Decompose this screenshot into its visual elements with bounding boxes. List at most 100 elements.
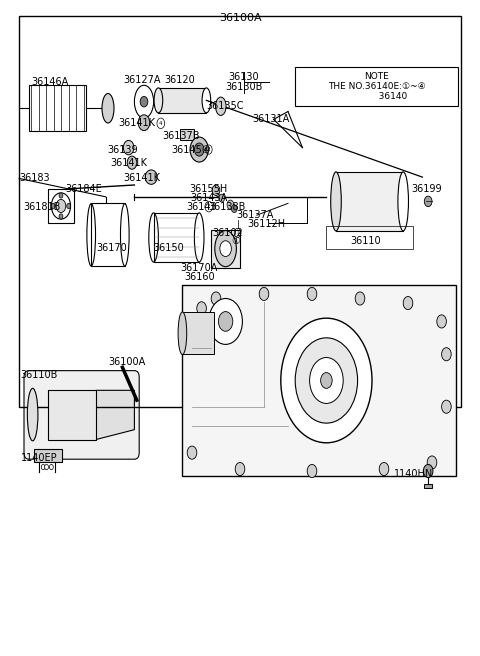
Ellipse shape — [215, 231, 236, 267]
Bar — [48, 390, 96, 440]
Ellipse shape — [194, 213, 204, 262]
Text: 1140EP: 1140EP — [21, 453, 58, 463]
Bar — [158, 88, 206, 113]
Text: 2: 2 — [207, 204, 211, 209]
Circle shape — [49, 464, 53, 470]
Text: 36137A: 36137A — [237, 210, 274, 220]
Circle shape — [41, 464, 45, 470]
Text: 36131A: 36131A — [252, 114, 290, 125]
Text: 36141K: 36141K — [123, 173, 160, 184]
Circle shape — [403, 297, 413, 310]
Circle shape — [442, 400, 451, 413]
Text: 36143A: 36143A — [190, 193, 228, 203]
Bar — [180, 129, 194, 140]
Circle shape — [127, 156, 137, 169]
Circle shape — [231, 205, 237, 213]
Ellipse shape — [216, 97, 226, 115]
Circle shape — [220, 241, 231, 256]
Text: 36141K: 36141K — [110, 157, 147, 168]
Text: ①: ① — [231, 236, 240, 247]
Text: 36170A: 36170A — [180, 262, 218, 273]
Text: 1: 1 — [236, 230, 240, 236]
Bar — [336, 172, 403, 231]
Bar — [29, 85, 86, 131]
Bar — [211, 230, 240, 268]
Circle shape — [219, 194, 225, 202]
Circle shape — [427, 456, 437, 469]
Text: NOTE
THE NO.36140E:①~④
           36140: NOTE THE NO.36140E:①~④ 36140 — [328, 72, 426, 102]
Circle shape — [227, 200, 234, 209]
Circle shape — [138, 115, 150, 131]
Text: 36181B: 36181B — [24, 201, 61, 212]
Text: 36110B: 36110B — [21, 370, 58, 380]
Bar — [424, 484, 432, 488]
Bar — [154, 213, 199, 262]
Bar — [34, 449, 62, 462]
Bar — [295, 67, 458, 106]
Circle shape — [209, 298, 242, 344]
Circle shape — [197, 302, 206, 315]
Circle shape — [187, 446, 197, 459]
Circle shape — [310, 358, 343, 403]
Circle shape — [51, 203, 55, 209]
Text: 36199: 36199 — [411, 184, 442, 194]
Text: 36183: 36183 — [19, 173, 50, 184]
Circle shape — [59, 214, 63, 219]
Text: 36160: 36160 — [184, 272, 215, 282]
Text: 36110: 36110 — [350, 236, 381, 247]
Bar — [326, 226, 413, 249]
Text: 36150: 36150 — [154, 243, 184, 253]
Circle shape — [442, 348, 451, 361]
Circle shape — [423, 464, 433, 478]
Text: 36146A: 36146A — [32, 77, 69, 87]
Text: 36130B: 36130B — [225, 81, 263, 92]
Ellipse shape — [27, 388, 38, 441]
FancyBboxPatch shape — [24, 371, 139, 459]
Text: 4: 4 — [159, 121, 163, 126]
Circle shape — [59, 193, 63, 198]
Text: 36127A: 36127A — [123, 75, 160, 85]
Text: 36120: 36120 — [165, 75, 195, 85]
Circle shape — [424, 196, 432, 207]
Text: 36138B: 36138B — [208, 201, 245, 212]
Text: 36139: 36139 — [107, 144, 138, 155]
Text: 36155H: 36155H — [190, 184, 228, 194]
Circle shape — [307, 287, 317, 300]
Bar — [19, 16, 461, 407]
Text: 36170: 36170 — [96, 243, 127, 253]
Circle shape — [235, 462, 245, 476]
Text: 36102: 36102 — [213, 228, 243, 238]
Text: 36137B: 36137B — [163, 131, 200, 142]
Circle shape — [355, 292, 365, 305]
Ellipse shape — [202, 88, 211, 113]
Ellipse shape — [331, 172, 341, 231]
Bar — [91, 203, 125, 266]
Text: 36145④: 36145④ — [171, 144, 211, 155]
Text: 36135C: 36135C — [206, 101, 243, 112]
Circle shape — [321, 373, 332, 388]
Ellipse shape — [178, 312, 187, 354]
Text: 36143: 36143 — [186, 201, 217, 212]
Circle shape — [45, 464, 48, 470]
Bar — [182, 285, 456, 476]
Bar — [182, 312, 214, 354]
Ellipse shape — [190, 137, 208, 162]
Circle shape — [379, 462, 389, 476]
Circle shape — [307, 464, 317, 478]
Circle shape — [211, 292, 221, 305]
Ellipse shape — [120, 203, 129, 266]
Text: 36100A: 36100A — [108, 357, 146, 367]
Circle shape — [56, 199, 66, 213]
Bar — [48, 189, 74, 223]
Circle shape — [194, 143, 204, 156]
Text: 36112H: 36112H — [247, 219, 286, 230]
Circle shape — [140, 96, 148, 107]
Circle shape — [218, 312, 233, 331]
Circle shape — [259, 287, 269, 300]
Text: 36141K: 36141K — [118, 118, 156, 129]
Polygon shape — [96, 390, 134, 440]
Circle shape — [212, 185, 220, 195]
Text: 1140HN: 1140HN — [394, 468, 433, 479]
Ellipse shape — [398, 172, 408, 231]
Circle shape — [437, 315, 446, 328]
